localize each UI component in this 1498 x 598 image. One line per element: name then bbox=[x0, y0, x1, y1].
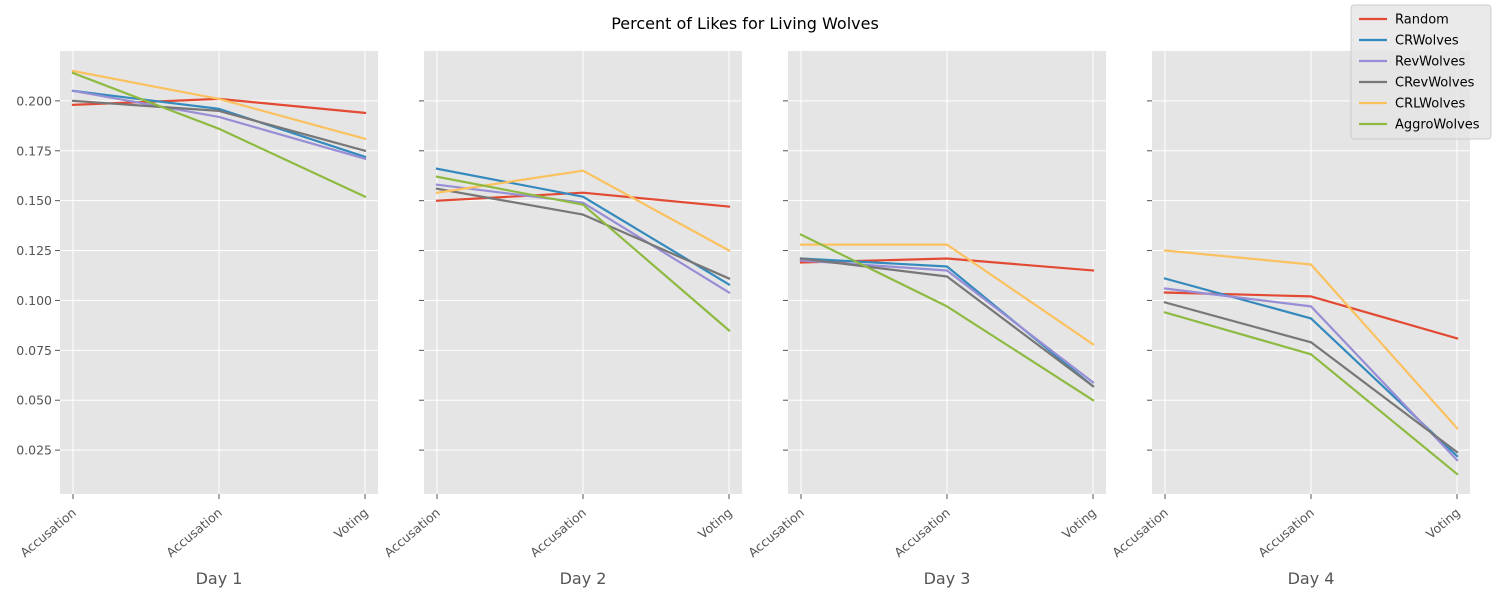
x-axis-label: Day 2 bbox=[560, 569, 607, 588]
legend-entry-crevwolves: CRevWolves bbox=[1359, 76, 1475, 91]
series-line-aggrowolves bbox=[1163, 311, 1459, 476]
y-tick-label: 0.050 bbox=[16, 393, 52, 408]
x-axis-label: Day 4 bbox=[1288, 569, 1335, 588]
legend-entry-revwolves: RevWolves bbox=[1359, 55, 1465, 70]
legend-entry-aggrowolves: AggroWolves bbox=[1359, 118, 1480, 133]
y-tick-label: 0.025 bbox=[16, 443, 52, 458]
series-line-crevwolves bbox=[799, 257, 1095, 388]
x-tick-label: Voting bbox=[1059, 505, 1099, 542]
x-tick-label: Voting bbox=[695, 505, 735, 542]
x-tick-label: Accusation bbox=[381, 505, 443, 560]
series-line-crlwolves bbox=[1163, 249, 1459, 430]
legend-label: Random bbox=[1395, 13, 1449, 28]
legend: Random CRWolves RevWolves CRevWolves CRLWolv… bbox=[1350, 4, 1492, 140]
y-tick-label: 0.150 bbox=[16, 193, 52, 208]
legend-label: CRWolves bbox=[1395, 34, 1459, 49]
legend-label: CRevWolves bbox=[1395, 76, 1475, 91]
x-tick-label: Accusation bbox=[17, 505, 79, 560]
series-line-crwolves bbox=[71, 89, 367, 159]
y-tick-label: 0.200 bbox=[16, 93, 52, 108]
panel-day-2: Accusation Accusation Voting Day 2 bbox=[381, 51, 742, 588]
y-tick-label: 0.175 bbox=[16, 143, 52, 158]
y-tick-label: 0.125 bbox=[16, 243, 52, 258]
legend-label: RevWolves bbox=[1395, 55, 1465, 70]
x-tick-label: Accusation bbox=[1109, 505, 1171, 560]
x-tick-label: Accusation bbox=[891, 505, 953, 560]
series-line-revwolves bbox=[71, 89, 367, 161]
legend-entry-crlwolves: CRLWolves bbox=[1359, 97, 1466, 112]
y-tick-label: 0.100 bbox=[16, 293, 52, 308]
x-axis-label: Day 3 bbox=[924, 569, 971, 588]
x-tick-label: Accusation bbox=[1255, 505, 1317, 560]
series-line-revwolves bbox=[435, 183, 731, 295]
x-tick-label: Accusation bbox=[163, 505, 225, 560]
legend-entry-crwolves: CRWolves bbox=[1359, 34, 1459, 49]
series-line-revwolves bbox=[1163, 287, 1459, 462]
x-tick-label: Accusation bbox=[745, 505, 807, 560]
chart-title: Percent of Likes for Living Wolves bbox=[611, 14, 879, 33]
series-line-crwolves bbox=[435, 167, 731, 287]
legend-entry-random: Random bbox=[1359, 13, 1449, 28]
x-tick-label: Voting bbox=[1423, 505, 1463, 542]
x-axis-label: Day 1 bbox=[196, 569, 243, 588]
legend-label: CRLWolves bbox=[1395, 97, 1466, 112]
y-tick-label: 0.075 bbox=[16, 343, 52, 358]
panel-day-3: Accusation Accusation Voting Day 3 bbox=[745, 51, 1106, 588]
legend-label: AggroWolves bbox=[1395, 118, 1480, 133]
series-line-crevwolves bbox=[1163, 301, 1459, 454]
series-line-aggrowolves bbox=[71, 71, 367, 199]
legend-box bbox=[1350, 4, 1492, 140]
panel-day-1: 0.025 0.050 0.075 0.100 0.125 0.150 0.175 0.200… bbox=[16, 51, 378, 588]
x-tick-label: Accusation bbox=[527, 505, 589, 560]
series-line-aggrowolves bbox=[435, 175, 731, 332]
series-line-aggrowolves bbox=[799, 233, 1095, 402]
panels: 0.025 0.050 0.075 0.100 0.125 0.150 0.175 0.200… bbox=[16, 51, 1470, 588]
series-line-crevwolves bbox=[71, 99, 367, 153]
series-line-crlwolves bbox=[799, 243, 1095, 346]
series-line-crlwolves bbox=[71, 69, 367, 141]
series-line-crevwolves bbox=[435, 187, 731, 280]
x-tick-label: Voting bbox=[331, 505, 371, 542]
